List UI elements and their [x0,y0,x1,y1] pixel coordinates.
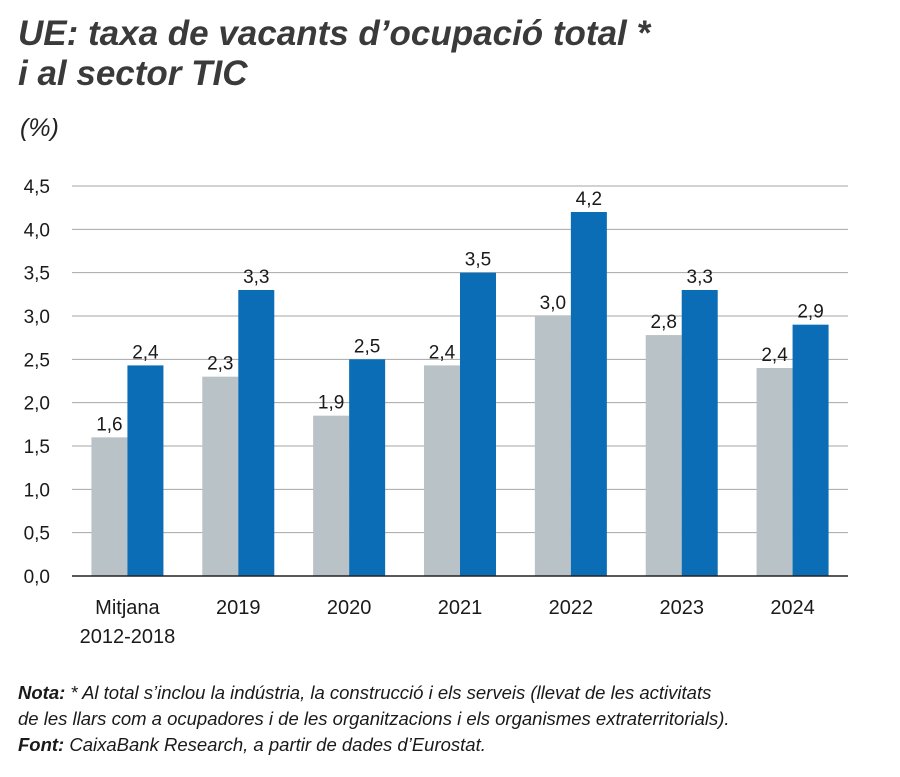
note-line-1: Nota: * Al total s’inclou la indústria, … [18,680,730,706]
source-text: CaixaBank Research, a partir de dades d’… [64,734,486,755]
data-label-total: 1,6 [96,414,122,435]
y-tick-label: 2,0 [24,394,50,415]
y-tick-label: 4,5 [24,177,50,198]
bar-total [424,365,460,576]
data-label-tic: 3,5 [465,250,491,271]
note-line-2: de les llars com a ocupadores i de les o… [18,708,730,729]
data-label-tic: 3,3 [687,267,713,288]
data-label-tic: 4,2 [576,189,602,210]
y-tick-label: 0,5 [24,524,50,545]
y-tick-label: 4,0 [24,220,50,241]
unit-label: (%) [20,114,59,142]
bar-total [756,368,793,576]
bar-total [534,316,571,576]
data-label-total: 1,9 [318,393,344,414]
data-label-tic: 2,4 [132,342,159,363]
x-tick-label: 2019 [216,597,261,619]
source-label: Font: [18,734,65,755]
data-label-tic: 2,5 [354,336,380,357]
title-line-1: UE: taxa de vacants d’ocupació total * [18,14,651,53]
data-label-tic: 2,9 [797,302,823,323]
y-tick-label: 1,0 [24,480,50,501]
bar-tic [681,290,718,576]
bar-tic [460,272,496,576]
bar-tic [792,324,829,576]
y-tick-label: 0,0 [24,567,50,588]
x-tick-label: 2022 [549,597,594,619]
bar-tic [349,359,386,576]
bar-total [313,415,350,576]
note-text-1: * Al total s’inclou la indústria, la con… [65,682,712,703]
bar-total [645,335,682,576]
data-label-tic: 3,3 [243,267,269,288]
x-tick-label: 2021 [438,597,483,619]
y-tick-label: 2,5 [24,350,50,371]
data-label-total: 2,8 [651,312,677,333]
bar-total [91,437,128,576]
bar-tic [238,290,275,576]
data-label-total: 2,4 [761,345,788,366]
y-tick-label: 3,5 [24,264,50,285]
x-tick-label: 2024 [770,597,815,619]
y-tick-label: 1,5 [24,437,50,458]
chart-title: UE: taxa de vacants d’ocupació total * i… [18,14,650,94]
x-tick-label: Mitjana [95,597,160,619]
x-tick-label: 2012-2018 [80,626,176,648]
note-label: Nota: [18,682,66,703]
footnotes: Nota: * Al total s’inclou la indústria, … [18,680,730,758]
bar-tic [570,212,607,576]
data-label-total: 2,3 [207,354,233,375]
data-label-total: 3,0 [540,293,566,314]
y-tick-label: 3,0 [24,307,50,328]
title-line-2: i al sector TIC [18,54,248,93]
x-tick-label: 2020 [327,597,372,619]
x-tick-label: 2023 [659,597,704,619]
data-label-total: 2,4 [429,342,456,363]
bar-total [202,376,239,576]
bar-tic [127,365,164,576]
source-line: Font: CaixaBank Research, a partir de da… [18,732,730,758]
